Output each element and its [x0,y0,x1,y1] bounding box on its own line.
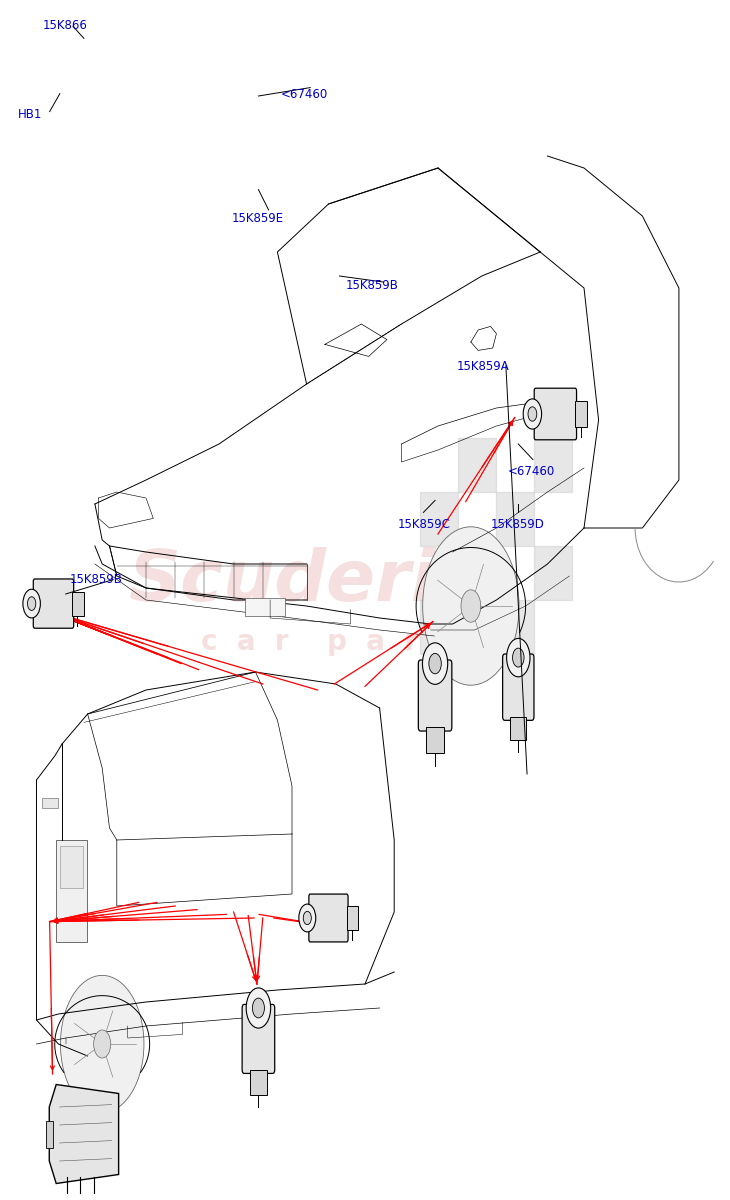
FancyBboxPatch shape [309,894,348,942]
Text: 15K859B: 15K859B [345,280,398,292]
Bar [426,727,444,752]
Bar [420,600,458,654]
Circle shape [507,638,530,677]
Bar [245,598,285,616]
Bar [534,438,572,492]
Circle shape [303,911,311,925]
Circle shape [528,407,537,421]
Bar [56,840,87,942]
Text: 15K859A: 15K859A [456,360,509,372]
FancyBboxPatch shape [34,578,74,629]
Bar [496,492,534,546]
Bar [420,492,458,546]
Bar [496,600,534,654]
Text: Scuderia: Scuderia [128,547,485,617]
Text: 15K859C: 15K859C [398,518,451,530]
Circle shape [423,643,447,684]
FancyBboxPatch shape [503,654,534,720]
FancyBboxPatch shape [534,388,577,439]
Circle shape [523,398,542,430]
Text: c  a  r    p  a  r  t  s: c a r p a r t s [201,628,485,656]
Text: <67460: <67460 [507,466,555,478]
Circle shape [423,527,519,685]
Text: 15K859B: 15K859B [69,574,122,586]
Text: 15K859E: 15K859E [232,212,284,224]
Text: 15K859D: 15K859D [491,518,545,530]
Bar [46,1121,53,1147]
Bar [250,1070,267,1094]
Polygon shape [50,1085,118,1183]
Bar [534,546,572,600]
Text: 15K866: 15K866 [43,19,88,31]
Text: <67460: <67460 [280,89,328,101]
Circle shape [61,976,144,1112]
Circle shape [429,653,442,674]
Circle shape [93,1030,111,1058]
Circle shape [28,596,36,611]
Bar [575,401,587,426]
Bar [347,906,358,930]
Circle shape [23,589,40,618]
Text: HB1: HB1 [18,108,42,120]
Circle shape [299,904,316,932]
Bar [458,546,496,600]
Bar [42,798,58,808]
FancyBboxPatch shape [242,1004,274,1074]
Bar [510,716,526,740]
Circle shape [461,589,481,622]
Bar [60,846,83,888]
Circle shape [512,648,524,667]
Circle shape [253,998,264,1018]
FancyBboxPatch shape [418,660,452,731]
Bar [458,438,496,492]
Circle shape [246,988,271,1028]
Bar [72,592,84,616]
